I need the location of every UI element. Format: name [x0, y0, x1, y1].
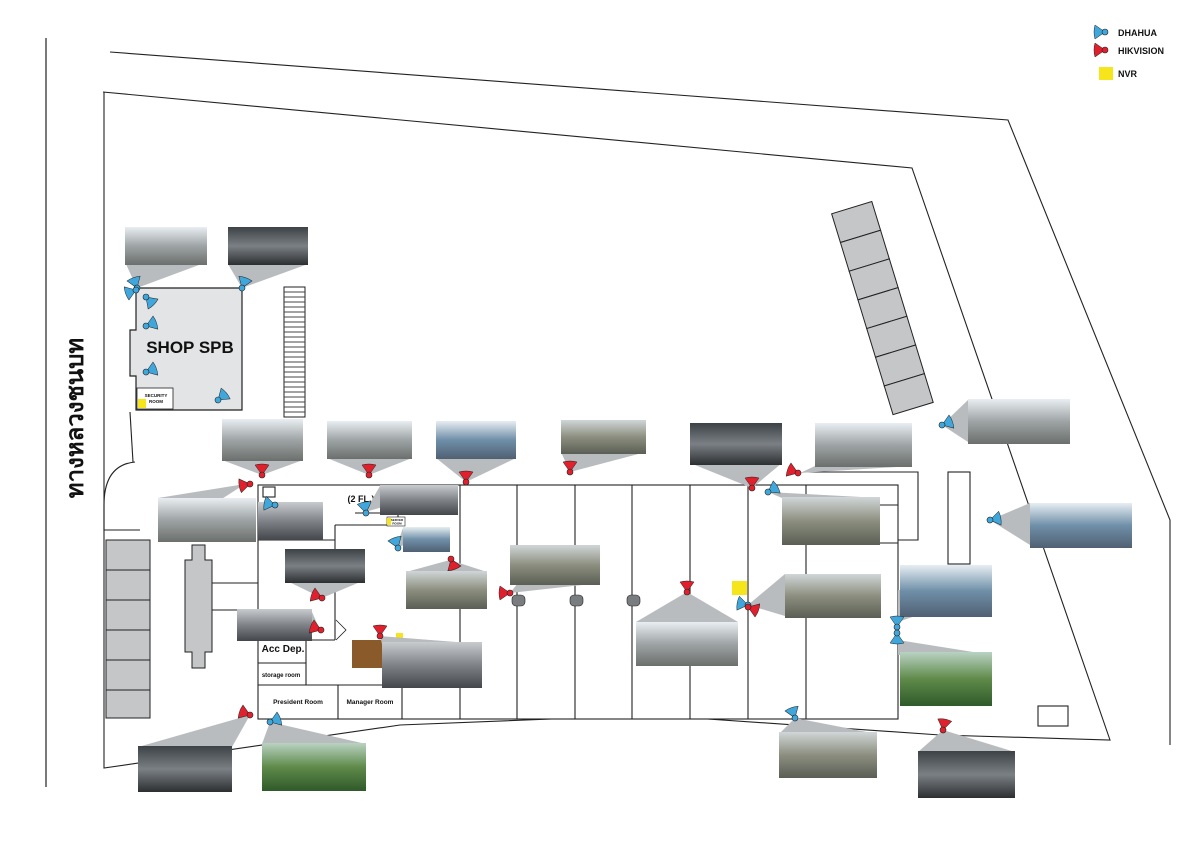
shop-building: SHOP SPB SECURITY ROOM [129, 287, 243, 411]
dhahua-camera-icon [764, 480, 781, 496]
hikvision-camera-icon [237, 704, 254, 719]
dhahua-camera-icon [238, 275, 253, 292]
camera-snapshot [436, 421, 516, 459]
president-room-label: President Room [273, 699, 323, 706]
nvr-office [396, 633, 403, 642]
hikvision-camera-icon [679, 580, 695, 596]
hikvision-camera-icon [309, 587, 326, 602]
hikvision-camera-icon [308, 619, 325, 634]
camera-snapshot [779, 732, 877, 778]
dhahua-camera-icon [889, 629, 905, 645]
server-room-label-1: SERVER [391, 518, 404, 522]
nvr-icon [1099, 67, 1113, 80]
hikvision-camera-icon [562, 460, 578, 476]
legend: DHAHUA HIKVISION NVR [1093, 24, 1164, 80]
road-label: ทางหลวงชนบท [62, 338, 89, 499]
camera-snapshot [968, 399, 1070, 444]
camera-snapshot [690, 423, 782, 465]
camera-snapshot [285, 549, 365, 583]
hikvision-camera-icon [361, 463, 377, 479]
camera-snapshot [125, 227, 207, 265]
hikvision-camera-icon [744, 603, 761, 618]
server-room-label-2: ROOM [392, 522, 402, 526]
second-floor-label: (2 FL.) [348, 494, 375, 504]
legend-hikvision-label: HIKVISION [1118, 46, 1164, 56]
dhahua-camera-icon-glyph [1093, 24, 1109, 40]
shop-label: SHOP SPB [146, 338, 234, 357]
hikvision-camera-icon [498, 585, 514, 601]
security-room-label-1: SECURITY [145, 393, 168, 398]
camera-snapshot [158, 498, 256, 542]
camera-snapshot [262, 743, 366, 791]
camera-snapshot [561, 420, 646, 454]
hikvision-camera-icon [238, 478, 254, 494]
dhahua-camera-icon [784, 705, 799, 722]
hikvision-camera-icon [744, 476, 760, 492]
camera-snapshot [815, 423, 912, 467]
legend-dhahua-label: DHAHUA [1118, 28, 1157, 38]
camera-snapshot [138, 746, 232, 792]
storage-room-label: storage room [262, 673, 300, 679]
camera-snapshot [406, 571, 487, 609]
dhahua-camera-icon [142, 293, 159, 310]
dhahua-camera-icon [266, 711, 283, 726]
legend-nvr-label: NVR [1118, 69, 1138, 79]
parking-right [831, 200, 934, 416]
camera-snapshot [918, 751, 1015, 798]
road: ทางหลวงชนบท [45, 38, 89, 787]
hikvision-camera-icon [458, 470, 474, 486]
camera-snapshot [900, 652, 992, 706]
columns [511, 594, 641, 607]
dhahua-camera-icon [387, 535, 402, 552]
camera-snapshot [1030, 503, 1132, 548]
camera-snapshot [327, 421, 412, 459]
office-desk [352, 640, 382, 668]
camera-snapshot [403, 527, 450, 552]
dhahua-camera-icon [123, 286, 140, 301]
camera-snapshot [237, 609, 312, 641]
hikvision-camera-icon [447, 555, 462, 572]
dhahua-camera-icon [142, 361, 159, 376]
camera-snapshot [380, 485, 458, 515]
camera-snapshot [228, 227, 308, 265]
hikvision-camera-icon [1093, 42, 1109, 58]
dhahua-camera-icon [214, 387, 231, 404]
hikvision-camera-icon-glyph [1093, 42, 1109, 58]
camera-snapshot [782, 497, 880, 545]
planter-island [184, 544, 260, 669]
hikvision-camera-icon [254, 463, 270, 479]
camera-snapshot [785, 574, 881, 618]
camera-snapshot [382, 642, 482, 688]
dhahua-camera-icon [142, 315, 159, 330]
camera-snapshot [636, 622, 738, 666]
parking-left [105, 539, 151, 719]
office-labels: (2 FL.) SERVER ROOM Acc Dep. storage roo… [262, 494, 406, 706]
nvr-security-room [138, 399, 146, 408]
nvr-main [732, 581, 747, 595]
camera-snapshot [900, 565, 992, 617]
camera-snapshot [222, 419, 303, 461]
camera-views [125, 227, 1132, 798]
hikvision-camera-icon [785, 462, 802, 477]
manager-room-label: Manager Room [347, 699, 394, 706]
camera-snapshot [510, 545, 600, 585]
camera-markers [123, 275, 1002, 734]
camera-snapshot [258, 502, 323, 540]
nvr-server-room [387, 518, 391, 525]
door-swing [335, 619, 347, 641]
dhahua-camera-icon [1093, 24, 1109, 40]
dhahua-camera-icon [356, 501, 372, 517]
dhahua-camera-icon [986, 510, 1002, 526]
hikvision-camera-icon [372, 624, 388, 640]
dhahua-camera-icon [938, 414, 955, 429]
staircase [283, 286, 306, 418]
hikvision-camera-icon [937, 718, 953, 734]
dhahua-camera-icon [889, 615, 905, 631]
security-room-label-2: ROOM [149, 399, 163, 404]
dhahua-camera-icon [263, 495, 279, 511]
acc-dep-label: Acc Dep. [262, 644, 305, 655]
